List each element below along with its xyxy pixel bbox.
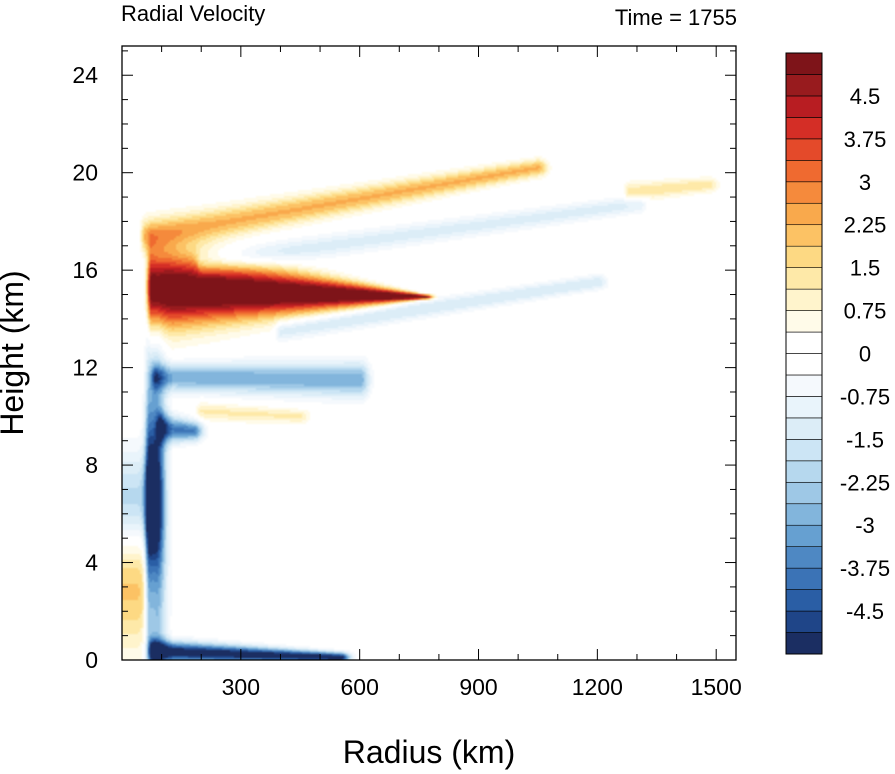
- colorbar-segment: [785, 310, 823, 333]
- x-tick-label: 1200: [572, 674, 623, 700]
- colorbar-segment: [785, 52, 823, 75]
- colorbar-frame: [785, 52, 823, 655]
- colorbar-segment: [785, 610, 823, 633]
- colorbar-label: 1.5: [850, 256, 881, 281]
- colorbar-segment: [785, 632, 823, 655]
- colorbar-segment: [785, 245, 823, 268]
- y-tick-label: 24: [72, 62, 98, 88]
- colorbar-segment: [785, 224, 823, 247]
- y-tick-label: 20: [72, 160, 98, 186]
- colorbar-label: -1.5: [846, 427, 884, 452]
- colorbar-segment: [785, 589, 823, 612]
- colorbar-segment: [785, 267, 823, 290]
- colorbar-segment: [785, 460, 823, 483]
- colorbar-label: 0: [859, 342, 871, 367]
- colorbar-segment: [785, 567, 823, 590]
- y-tick-label: 0: [85, 647, 98, 673]
- colorbar-segment: [785, 95, 823, 118]
- colorbar-segment: [785, 117, 823, 140]
- colorbar-label: -4.5: [846, 599, 884, 624]
- colorbar-label: -2.25: [840, 470, 890, 495]
- colorbar-label: 4.5: [850, 84, 881, 109]
- colorbar-segment: [785, 331, 823, 354]
- colorbar-label: 0.75: [844, 299, 887, 324]
- y-tick-label: 8: [85, 452, 98, 478]
- colorbar-segment: [785, 288, 823, 311]
- chart-subtitle: Time = 1755: [615, 5, 737, 30]
- colorbar-segment: [785, 439, 823, 462]
- velocity-field-image: [122, 46, 736, 660]
- colorbar-segment: [785, 138, 823, 161]
- y-axis-ticks: 0 4 8 12 16 20 24: [72, 50, 736, 673]
- colorbar-segment: [785, 481, 823, 505]
- colorbar-segment: [785, 202, 823, 226]
- chart-title: Radial Velocity: [121, 1, 265, 26]
- colorbar: [785, 52, 823, 655]
- x-axis-label: Radius (km): [343, 734, 515, 770]
- plot-frame: [121, 45, 737, 661]
- colorbar-label: 3: [859, 170, 871, 195]
- colorbar-label: -0.75: [840, 384, 890, 409]
- x-axis-ticks: 300 600 900 1200 1500: [161, 46, 742, 700]
- colorbar-label: 2.25: [844, 213, 887, 238]
- colorbar-label: 3.75: [844, 127, 887, 152]
- colorbar-segment: [785, 417, 823, 440]
- colorbar-segment: [785, 74, 823, 97]
- colorbar-segment: [785, 503, 823, 526]
- y-tick-label: 12: [72, 355, 98, 381]
- colorbar-segment: [785, 396, 823, 419]
- colorbar-segment: [785, 546, 823, 569]
- colorbar-segment: [785, 181, 823, 204]
- y-tick-label: 4: [85, 550, 98, 576]
- colorbar-segment: [785, 524, 823, 547]
- heatmap-plot-area: [122, 46, 736, 660]
- y-axis-label: Height (km): [0, 270, 30, 435]
- colorbar-segment: [785, 353, 823, 376]
- colorbar-label: -3: [855, 513, 875, 538]
- x-tick-label: 600: [340, 674, 378, 700]
- y-tick-label: 16: [72, 257, 98, 283]
- x-tick-label: 900: [459, 674, 497, 700]
- colorbar-labels: 4.5 3.75 3 2.25 1.5 0.75 0 -0.75 -1.5 -2.25 -3 -3.7…: [840, 84, 890, 624]
- x-tick-label: 300: [222, 674, 260, 700]
- x-tick-label: 1500: [691, 674, 742, 700]
- colorbar-segment: [785, 374, 823, 397]
- colorbar-label: -3.75: [840, 556, 890, 581]
- colorbar-segment: [785, 160, 823, 183]
